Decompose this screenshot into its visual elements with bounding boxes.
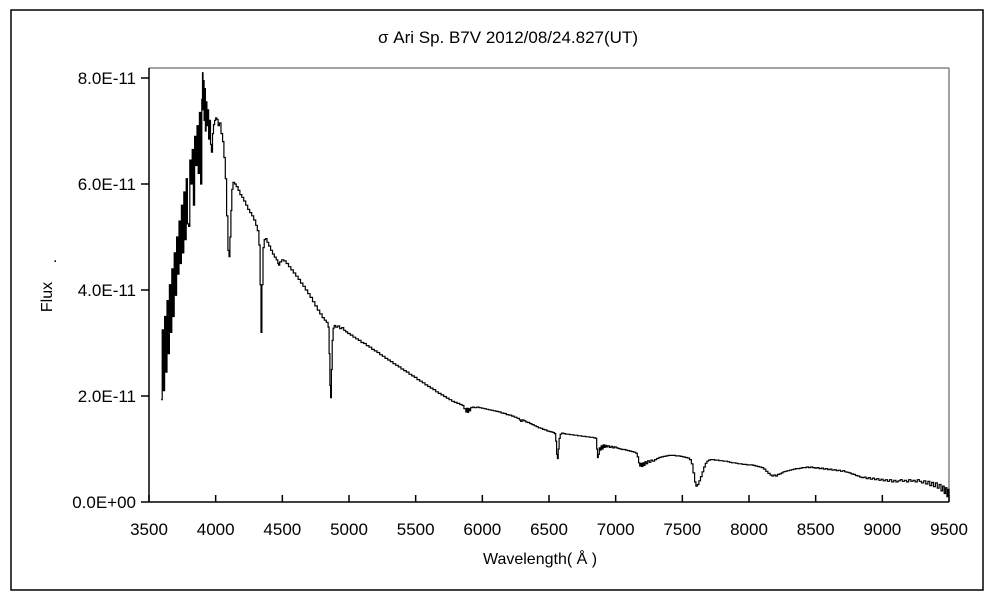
x-tick-label: 9500: [930, 520, 968, 539]
x-axis-label: Wavelength( Å ): [483, 549, 597, 568]
y-axis-ticks: [141, 77, 149, 503]
spectrum-line: [161, 72, 950, 498]
chart-title: σ Ari Sp. B7V 2012/08/24.827(UT): [378, 28, 638, 47]
x-tick-label: 9000: [863, 520, 901, 539]
x-tick-label: 4000: [197, 520, 235, 539]
x-tick-label: 7500: [663, 520, 701, 539]
x-tick-label: 8500: [797, 520, 835, 539]
y-axis-label-dot: .: [53, 249, 57, 266]
x-tick-label: 5000: [330, 520, 368, 539]
y-tick-label: 8.0E-11: [78, 69, 136, 88]
y-tick-label: 2.0E-11: [78, 387, 136, 406]
x-axis-ticks: [148, 495, 950, 502]
y-tick-label: 4.0E-11: [78, 281, 136, 300]
y-axis-tick-labels: 0.0E+00 2.0E-11 4.0E-11 6.0E-11 8.0E-11: [72, 69, 136, 512]
y-tick-label: 6.0E-11: [78, 175, 136, 194]
figure-border: [10, 9, 984, 591]
x-tick-label: 5500: [397, 520, 435, 539]
x-tick-label: 8000: [730, 520, 768, 539]
x-tick-label: 7000: [597, 520, 635, 539]
x-tick-label: 3500: [130, 520, 168, 539]
y-tick-label: 0.0E+00: [72, 493, 136, 512]
x-axis-tick-labels: 3500 4000 4500 5000 5500 6000 6500 7000 7500 8000…: [130, 520, 968, 539]
x-tick-label: 4500: [263, 520, 301, 539]
plot-frame: [148, 67, 950, 503]
x-tick-label: 6500: [530, 520, 568, 539]
y-axis-label: Flux: [39, 282, 56, 312]
x-tick-label: 6000: [463, 520, 501, 539]
